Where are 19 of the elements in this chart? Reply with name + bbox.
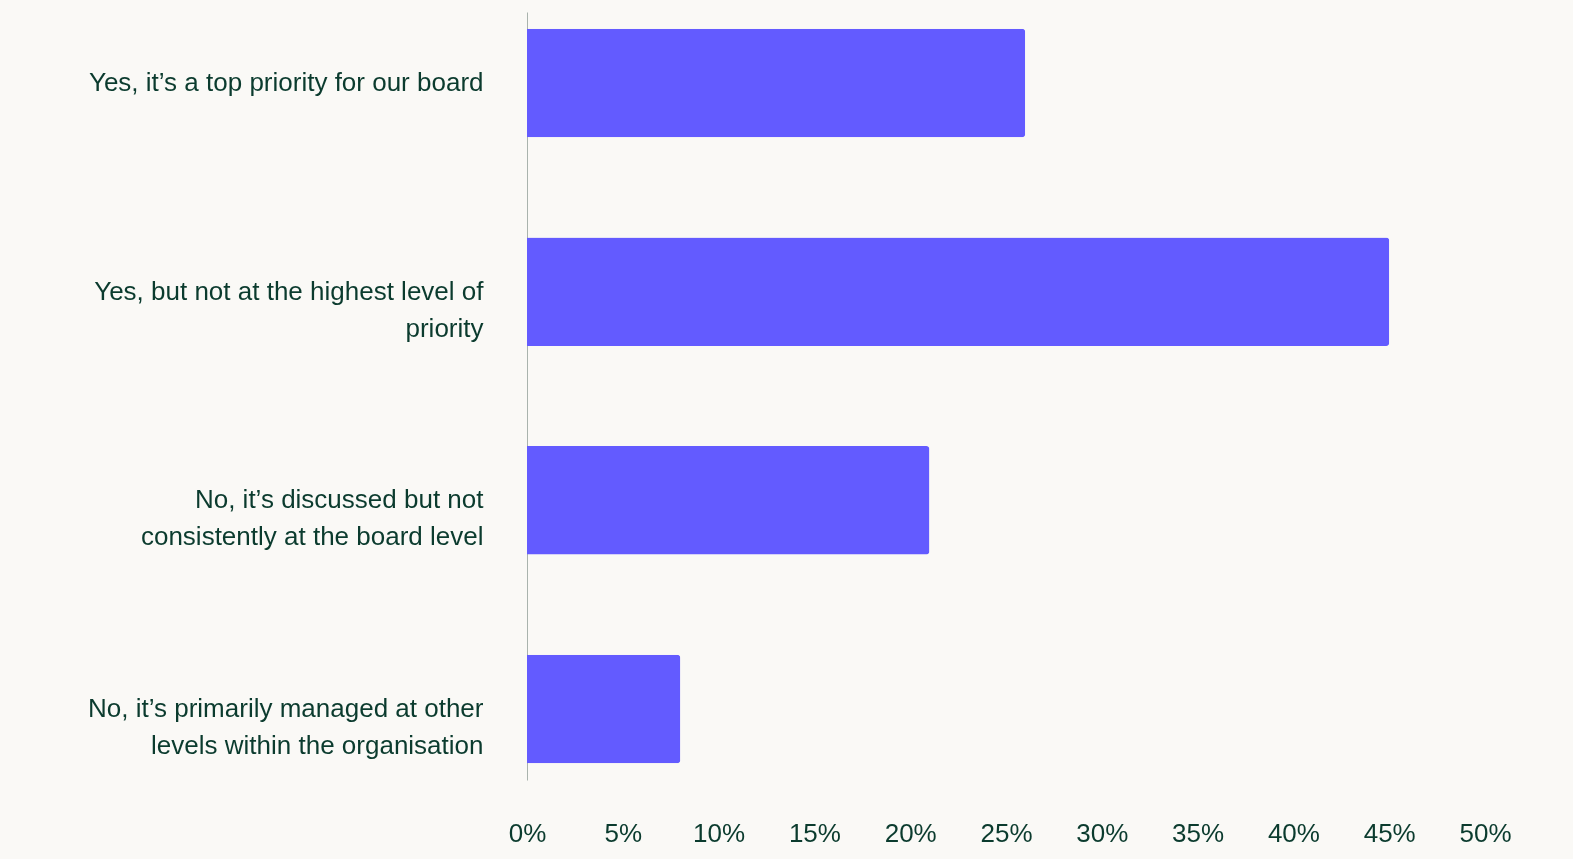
x-tick-label: 10% xyxy=(693,817,746,848)
x-tick-label: 0% xyxy=(508,817,547,848)
bar xyxy=(527,654,681,764)
y-tick-label: Yes, it’s a top priority for our board xyxy=(88,66,484,97)
y-tick-label: No, it’s discussed but not consistently at the board level xyxy=(140,484,485,552)
x-tick-label: 20% xyxy=(884,817,937,848)
y-tick-label: No, it’s primarily managed at other levels within the organisation xyxy=(88,693,484,761)
x-tick-label: 30% xyxy=(1076,817,1129,848)
x-tick-label: 35% xyxy=(1172,817,1225,848)
x-tick-label: 25% xyxy=(980,817,1033,848)
y-tick-label: Yes, but not at the highest level of priority xyxy=(94,275,485,343)
bar xyxy=(527,237,1390,346)
x-tick-label: 50% xyxy=(1459,817,1512,848)
x-tick-label: 5% xyxy=(604,817,643,848)
x-tick-label: 40% xyxy=(1267,817,1320,848)
x-tick-label: 45% xyxy=(1363,817,1416,848)
bar xyxy=(527,28,1026,138)
x-tick-label: 15% xyxy=(788,817,841,848)
bar xyxy=(527,446,930,555)
